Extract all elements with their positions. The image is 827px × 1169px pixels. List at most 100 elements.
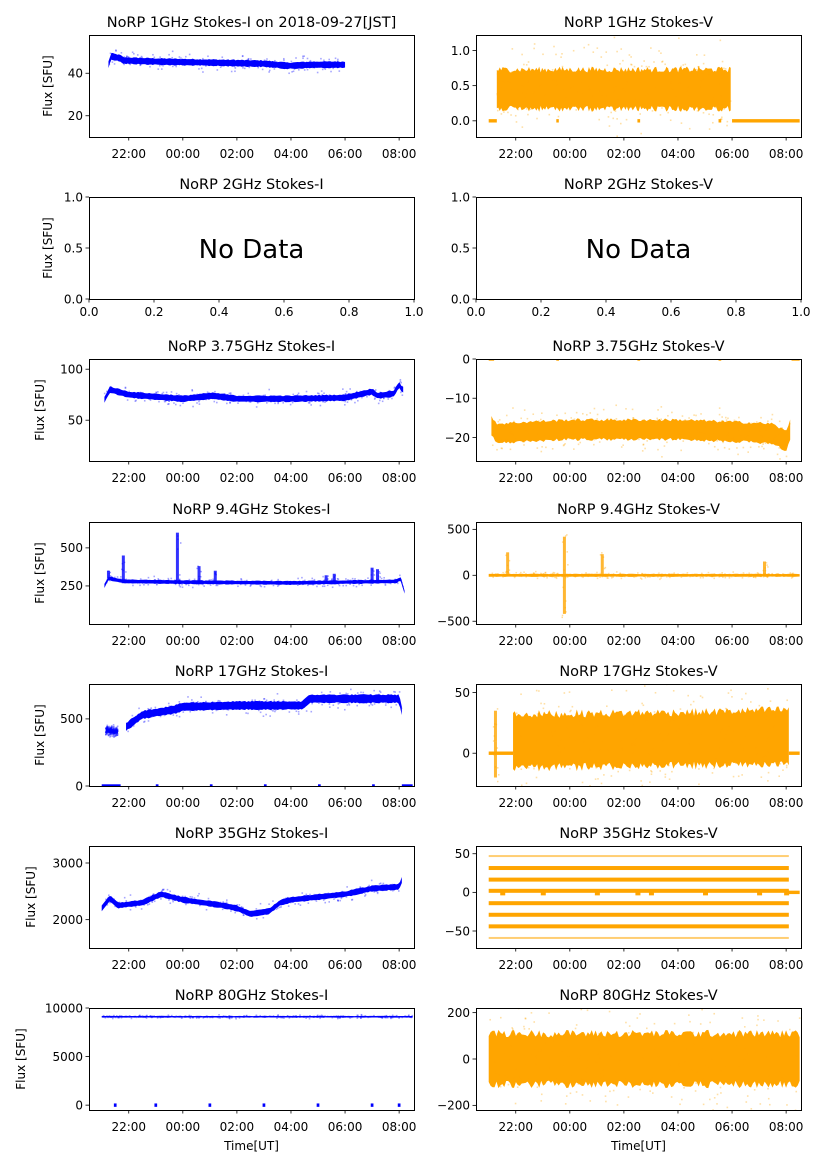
data-point <box>503 89 505 91</box>
data-point <box>323 1015 326 1018</box>
data-point <box>581 92 583 95</box>
data-point <box>631 107 634 109</box>
data-point <box>149 897 152 900</box>
data-point <box>258 64 260 66</box>
data-point <box>331 578 333 580</box>
data-point <box>113 898 115 901</box>
data-point <box>233 59 235 61</box>
data-point <box>344 891 347 894</box>
series-band-0 <box>496 66 731 112</box>
data-point <box>342 388 344 390</box>
data-point <box>108 731 111 734</box>
data-point <box>672 689 675 692</box>
data-point <box>337 899 339 902</box>
data-point <box>131 714 134 717</box>
data-point <box>782 769 784 771</box>
data-point <box>156 1017 159 1019</box>
data-point <box>215 580 218 583</box>
data-point <box>110 731 113 733</box>
data-point <box>309 1015 311 1017</box>
data-point <box>561 614 564 617</box>
data-point <box>764 442 767 445</box>
data-point <box>203 60 205 63</box>
data-point <box>651 78 654 81</box>
data-point <box>713 1012 716 1015</box>
data-point <box>323 63 326 66</box>
data-point <box>641 573 643 576</box>
data-point <box>782 573 784 575</box>
data-point <box>299 1014 301 1016</box>
data-point <box>109 727 112 730</box>
data-point <box>139 391 142 394</box>
data-point <box>792 572 794 575</box>
data-point <box>290 398 292 401</box>
data-point <box>606 418 609 420</box>
data-point <box>108 727 111 730</box>
data-point <box>275 708 277 711</box>
data-point <box>497 100 499 102</box>
data-point <box>494 723 496 725</box>
zero-segment <box>637 119 641 123</box>
data-point <box>125 581 127 583</box>
data-point <box>758 704 761 707</box>
data-point <box>662 740 665 742</box>
data-point <box>208 582 211 584</box>
data-point <box>762 569 765 572</box>
data-point <box>650 773 653 776</box>
data-point <box>504 441 507 443</box>
data-point <box>260 585 263 588</box>
data-point <box>496 73 499 75</box>
data-point <box>397 697 400 699</box>
data-point <box>735 713 737 716</box>
data-point <box>762 681 764 683</box>
x-tick-label: 06:00 <box>328 796 363 810</box>
data-point <box>615 69 617 72</box>
data-point <box>672 432 675 435</box>
data-point <box>639 81 641 84</box>
data-point <box>556 436 559 439</box>
data-point <box>388 886 390 889</box>
data-point <box>242 1016 244 1018</box>
data-point <box>195 708 198 711</box>
data-point <box>336 894 338 896</box>
data-point <box>556 414 558 417</box>
data-point <box>552 575 555 578</box>
data-point <box>630 63 632 66</box>
data-point <box>541 446 543 448</box>
data-point <box>356 1014 359 1017</box>
data-point <box>699 430 702 433</box>
data-point <box>374 580 377 583</box>
data-point <box>219 1017 221 1019</box>
data-point <box>555 741 558 744</box>
data-point <box>159 56 161 58</box>
data-point <box>182 400 185 402</box>
data-point <box>624 74 627 76</box>
data-point <box>106 727 109 730</box>
data-point <box>531 1080 534 1083</box>
data-point <box>675 733 678 735</box>
data-point <box>600 1077 603 1080</box>
data-point <box>384 704 387 706</box>
data-point <box>114 731 116 734</box>
data-point <box>653 711 656 713</box>
data-point <box>195 583 198 585</box>
data-point <box>736 1044 739 1047</box>
data-point <box>151 62 154 65</box>
data-point <box>115 727 118 730</box>
data-point <box>601 717 603 720</box>
data-point <box>601 740 603 743</box>
data-point <box>143 720 146 723</box>
data-point <box>276 1017 278 1019</box>
data-point <box>109 733 112 735</box>
data-point <box>273 699 275 701</box>
data-point <box>363 695 365 697</box>
data-point <box>716 1103 718 1105</box>
data-point <box>370 584 373 586</box>
data-point <box>391 1014 394 1017</box>
data-point <box>185 1016 187 1018</box>
data-point <box>541 573 544 576</box>
zero-segment <box>788 890 800 895</box>
data-point <box>781 427 783 429</box>
data-point <box>518 1001 520 1003</box>
data-point <box>111 733 113 735</box>
